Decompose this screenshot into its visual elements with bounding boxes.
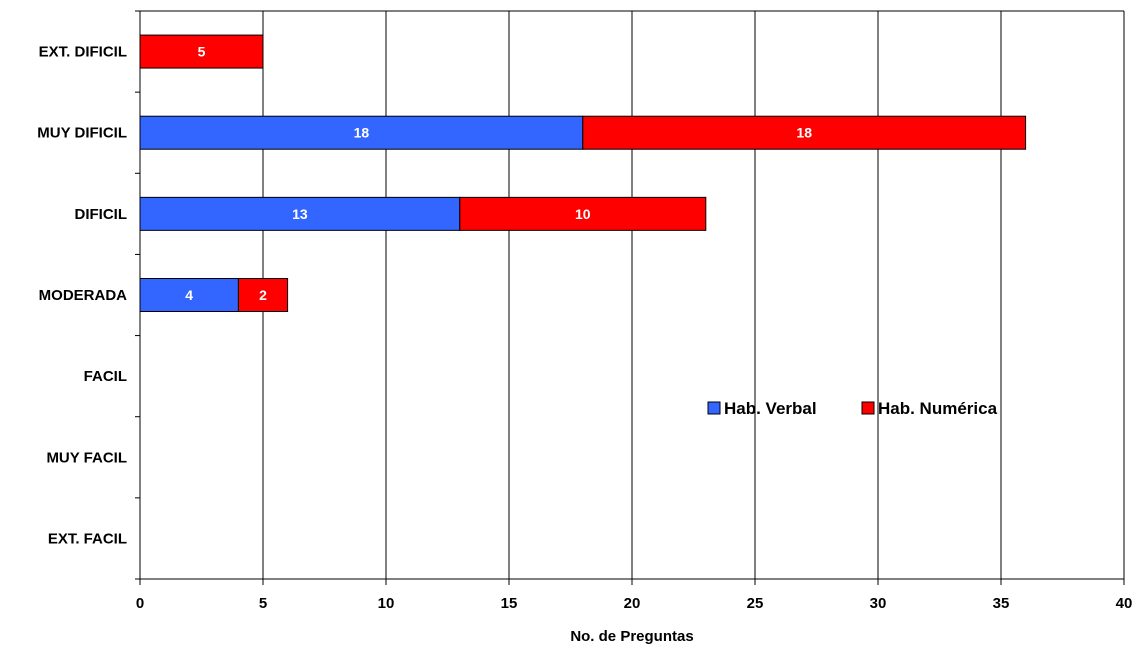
data-label: 2 (259, 287, 267, 303)
data-label: 13 (292, 206, 308, 222)
bars: 051818131042 (136, 34, 1027, 312)
legend: Hab. Verbal Hab. Numérica (707, 399, 998, 418)
data-label: 18 (354, 125, 370, 141)
category-labels: EXT. DIFICIL MUY DIFICIL DIFICIL MODERADA FA… (37, 44, 127, 548)
x-tick-label: 25 (747, 595, 764, 612)
bar-numerica (582, 115, 1027, 150)
x-tick-labels: 0 5 10 15 20 25 30 35 40 (136, 595, 1133, 612)
legend-label: Hab. Verbal (724, 399, 817, 418)
x-tick-label: 10 (378, 595, 395, 612)
bar-verbal (139, 196, 461, 231)
category-label: DIFICIL (75, 206, 128, 223)
x-tick-label: 35 (993, 595, 1010, 612)
x-tick-label: 20 (624, 595, 641, 612)
category-label: MODERADA (39, 287, 127, 304)
data-label: 18 (796, 125, 812, 141)
data-label: 10 (575, 206, 591, 222)
bar-numerica (139, 34, 264, 69)
legend-label: Hab. Numérica (878, 399, 998, 418)
category-label: EXT. FACIL (48, 530, 127, 547)
axes (135, 10, 1125, 585)
x-tick-label: 30 (870, 595, 887, 612)
data-label: 5 (198, 44, 206, 60)
bar-verbal (139, 115, 584, 150)
category-label: MUY FACIL (46, 449, 127, 466)
category-label: EXT. DIFICIL (39, 44, 127, 61)
bar-numerica (459, 196, 707, 231)
bar-numerica (237, 278, 289, 312)
x-axis-title: No. de Preguntas (570, 628, 693, 645)
x-tick-label: 5 (259, 595, 267, 612)
grid (139, 10, 1125, 579)
legend-swatch (861, 401, 875, 415)
x-tick-label: 15 (501, 595, 518, 612)
category-label: FACIL (84, 368, 127, 385)
x-tick-label: 0 (136, 595, 144, 612)
category-label: MUY DIFICIL (37, 125, 127, 142)
legend-swatch (707, 401, 721, 415)
data-label: 4 (185, 287, 193, 303)
x-tick-label: 40 (1116, 595, 1133, 612)
